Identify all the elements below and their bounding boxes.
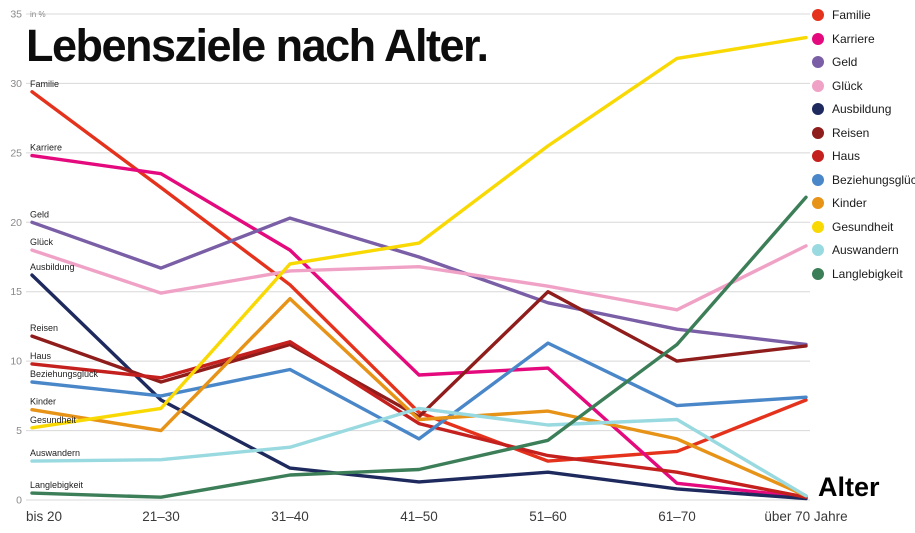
legend-dot	[812, 220, 824, 233]
series-line-karriere	[30, 153, 808, 499]
series-line-kinder	[30, 297, 808, 498]
series-label-gesundheit: Gesundheit	[30, 415, 77, 425]
legend-dot	[812, 197, 824, 209]
x-tick-label: 61–70	[658, 509, 696, 524]
x-tick-label: über 70 Jahre	[764, 509, 847, 524]
x-axis-title: Alter	[818, 472, 880, 502]
legend-label: Haus	[832, 149, 861, 163]
legend-label: Kinder	[832, 196, 867, 210]
legend-dot	[812, 244, 824, 256]
series-label-auswandern: Auswandern	[30, 448, 80, 458]
legend-label: Gesundheit	[832, 219, 894, 234]
legend-item-ausbildung: Ausbildung	[812, 102, 915, 116]
legend-item-gesundheit: Gesundheit	[812, 220, 915, 234]
series-line-familie	[30, 90, 808, 463]
legend-item-haus: Haus	[812, 149, 915, 163]
legend-label: Glück	[832, 78, 863, 93]
legend-dot	[812, 79, 824, 92]
legend-item-gluck: Glück	[812, 79, 915, 93]
legend-dot	[812, 103, 824, 115]
series-line-ausbildung	[30, 273, 808, 501]
legend-item-geld: Geld	[812, 55, 915, 69]
chart-title: Lebensziele nach Alter.	[26, 20, 489, 71]
y-tick-label: 25	[10, 147, 22, 159]
series-label-haus: Haus	[30, 351, 52, 361]
legend-dot	[812, 9, 824, 21]
x-tick-label: 41–50	[400, 509, 438, 524]
series-label-langlebigkeit: Langlebigkeit	[30, 480, 84, 490]
y-tick-label: 20	[10, 217, 22, 229]
legend: Familie Karriere Geld Glück Ausbildung Reisen…	[812, 8, 915, 281]
legend-dot	[812, 150, 824, 162]
x-tick-label: bis 20	[26, 509, 62, 524]
legend-label: Karriere	[832, 31, 875, 46]
x-tick-label: 31–40	[271, 509, 309, 524]
series-label-reisen: Reisen	[30, 323, 58, 333]
series-line-auswandern	[30, 406, 808, 498]
series-label-ausbildung: Ausbildung	[30, 262, 75, 272]
y-tick-label: 5	[16, 425, 22, 437]
y-tick-label: 30	[10, 78, 22, 90]
legend-label: Reisen	[832, 125, 870, 140]
legend-item-reisen: Reisen	[812, 126, 915, 140]
legend-label: Ausbildung	[832, 102, 892, 116]
legend-label: Geld	[832, 55, 858, 69]
series-line-gesundheit	[30, 35, 808, 430]
legend-item-beziehungsgluck: Beziehungsglück	[812, 173, 915, 187]
y-tick-label: 35	[10, 9, 22, 21]
series-label-beziehungsgluck: Beziehungsglück	[30, 369, 99, 379]
series-label-karriere: Karriere	[30, 143, 62, 153]
series-label-kinder: Kinder	[30, 397, 56, 407]
legend-label: Auswandern	[832, 243, 899, 257]
legend-item-karriere: Karriere	[812, 32, 915, 46]
series-line-gluck	[30, 244, 808, 312]
series-label-gluck: Glück	[30, 237, 54, 247]
series-line-geld	[30, 216, 808, 347]
legend-item-familie: Familie	[812, 8, 915, 22]
series-label-familie: Familie	[30, 79, 59, 89]
series-line-langlebigkeit	[30, 195, 808, 499]
x-tick-label: 21–30	[142, 509, 180, 524]
series-line-beziehungsgluck	[30, 341, 808, 441]
legend-dot	[812, 32, 824, 45]
legend-label: Familie	[832, 8, 871, 22]
y-tick-label: 10	[10, 356, 22, 368]
series-line-haus	[30, 340, 808, 499]
series-line-reisen	[30, 290, 808, 419]
legend-label: Beziehungsglück	[832, 172, 915, 187]
x-tick-label: 51–60	[529, 509, 567, 524]
y-tick-label: 15	[10, 286, 22, 298]
legend-dot	[812, 267, 824, 280]
y-axis-unit-label: in %	[30, 10, 46, 19]
legend-item-kinder: Kinder	[812, 196, 915, 210]
legend-label: Langlebigkeit	[832, 266, 903, 281]
legend-item-auswandern: Auswandern	[812, 243, 915, 257]
legend-dot	[812, 173, 824, 186]
legend-dot	[812, 56, 824, 68]
legend-item-langlebigkeit: Langlebigkeit	[812, 267, 915, 281]
legend-dot	[812, 126, 824, 139]
series-label-geld: Geld	[30, 209, 49, 219]
y-tick-label: 0	[16, 495, 22, 507]
